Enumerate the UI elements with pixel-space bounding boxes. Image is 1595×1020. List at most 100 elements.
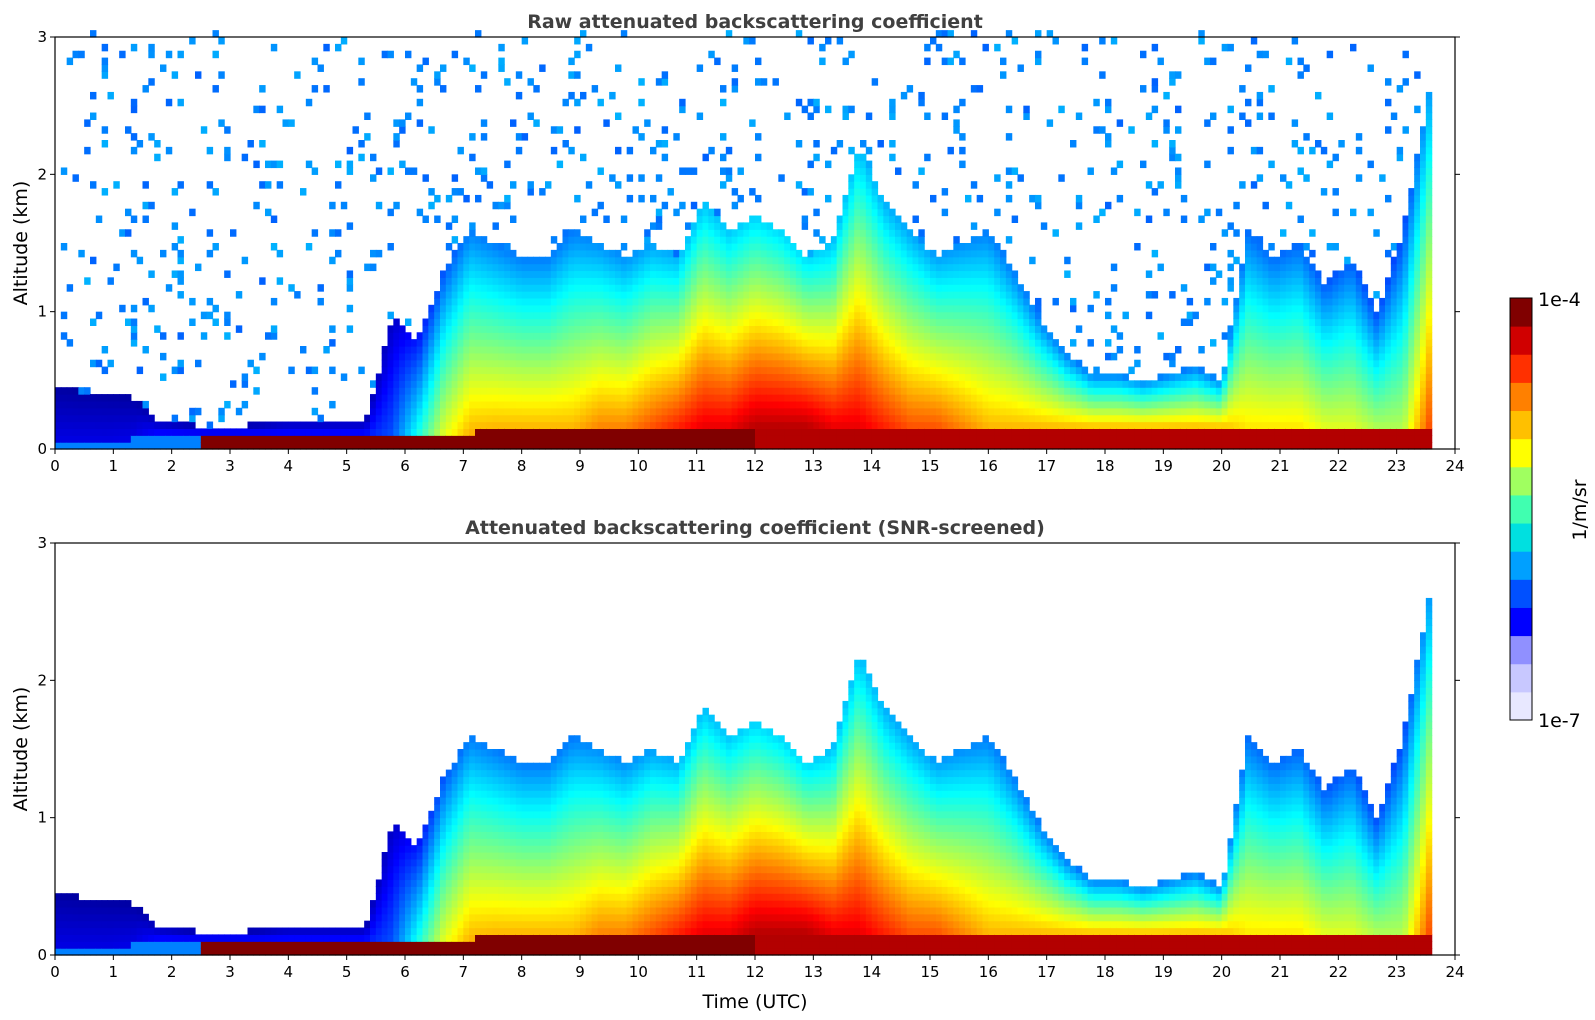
heatmap-cell [1052, 442, 1059, 450]
heatmap-cell [988, 346, 995, 354]
heatmap-cell [644, 380, 651, 388]
heatmap-cell [836, 229, 844, 237]
heatmap-cell [655, 291, 663, 299]
heatmap-cell [603, 400, 610, 409]
heatmap-cell [521, 400, 529, 409]
heatmap-cell [463, 339, 470, 347]
heatmap-cell [626, 442, 634, 450]
heatmap-cell [539, 318, 546, 326]
heatmap-cell [445, 373, 453, 381]
heatmap-cell [451, 236, 459, 244]
heatmap-cell [865, 421, 873, 429]
heatmap-cell [340, 442, 348, 450]
heatmap-cell [440, 400, 447, 409]
heatmap-cell [492, 249, 499, 258]
heatmap-cell [1198, 428, 1205, 436]
heatmap-cell [696, 208, 704, 217]
heatmap-cell [434, 71, 441, 79]
heatmap-cell [690, 304, 698, 313]
heatmap-cell [1105, 394, 1112, 402]
heatmap-cell [480, 428, 488, 436]
heatmap-cell [1011, 291, 1019, 299]
heatmap-cell [259, 435, 266, 443]
heatmap-cell [655, 346, 663, 354]
heatmap-cell [515, 133, 523, 141]
heatmap-cell [101, 140, 109, 148]
heatmap-cell [731, 256, 739, 265]
heatmap-cell [451, 442, 459, 450]
heatmap-cell [422, 435, 429, 443]
heatmap-cell [1227, 435, 1234, 443]
heatmap-cell [1023, 346, 1030, 354]
heatmap-cell [311, 421, 319, 429]
heatmap-cell [650, 421, 657, 429]
heatmap-cell [556, 270, 564, 278]
heatmap-cell [702, 318, 709, 326]
heatmap-cell [970, 352, 978, 361]
heatmap-cell [685, 366, 692, 375]
heatmap-cell [988, 414, 995, 423]
heatmap-cell [813, 270, 820, 278]
heatmap-cell [772, 380, 779, 388]
heatmap-cell [1081, 394, 1089, 402]
heatmap-cell [1169, 146, 1176, 155]
heatmap-cell [860, 352, 867, 361]
heatmap-cell [720, 318, 727, 326]
heatmap-cell [737, 373, 744, 381]
heatmap-cell [580, 270, 587, 278]
heatmap-cell [119, 394, 126, 402]
heatmap-cell [265, 435, 272, 443]
heatmap-cell [673, 208, 680, 217]
heatmap-cell [416, 373, 424, 381]
heatmap-cell [515, 339, 523, 347]
heatmap-cell [171, 366, 179, 375]
heatmap-cell [515, 414, 523, 423]
heatmap-cell [860, 407, 867, 416]
heatmap-cell [1075, 414, 1083, 423]
heatmap-cell [1000, 428, 1007, 436]
heatmap-cell [515, 421, 523, 429]
heatmap-cell [1040, 346, 1048, 354]
heatmap-cell [574, 359, 581, 368]
heatmap-cell [871, 442, 879, 450]
heatmap-cell [603, 428, 610, 436]
heatmap-cell [550, 325, 558, 333]
heatmap-cell [970, 30, 978, 38]
heatmap-cell [142, 181, 149, 189]
heatmap-cell [772, 304, 779, 313]
heatmap-cell [1011, 352, 1019, 361]
heatmap-cell [515, 387, 523, 395]
heatmap-cell [720, 380, 727, 388]
heatmap-cell [743, 428, 750, 436]
heatmap-cell [836, 407, 844, 416]
heatmap-cell [959, 442, 966, 450]
heatmap-cell [189, 297, 196, 306]
heatmap-cell [1000, 442, 1007, 450]
heatmap-cell [638, 366, 645, 375]
heatmap-cell [171, 435, 179, 443]
heatmap-cell [848, 304, 855, 313]
heatmap-cell [574, 291, 581, 299]
heatmap-cell [1046, 352, 1054, 361]
heatmap-cell [673, 421, 680, 429]
heatmap-cell [1000, 57, 1007, 66]
heatmap-cell [1075, 325, 1083, 333]
heatmap-cell [708, 400, 715, 409]
heatmap-cell [778, 332, 785, 340]
heatmap-cell [440, 64, 447, 72]
heatmap-cell [930, 332, 937, 340]
heatmap-cell [731, 263, 739, 272]
heatmap-cell [871, 222, 879, 230]
heatmap-cell [609, 394, 616, 402]
heatmap-cell [889, 270, 896, 278]
heatmap-cell [1175, 126, 1182, 134]
heatmap-cell [533, 380, 540, 388]
heatmap-cell [556, 126, 564, 134]
heatmap-cell [119, 428, 126, 436]
heatmap-cell [486, 380, 494, 388]
heatmap-cell [1204, 297, 1211, 306]
heatmap-cell [585, 297, 593, 306]
heatmap-cell [399, 366, 406, 375]
heatmap-cell [871, 366, 879, 375]
heatmap-cell [620, 387, 628, 395]
